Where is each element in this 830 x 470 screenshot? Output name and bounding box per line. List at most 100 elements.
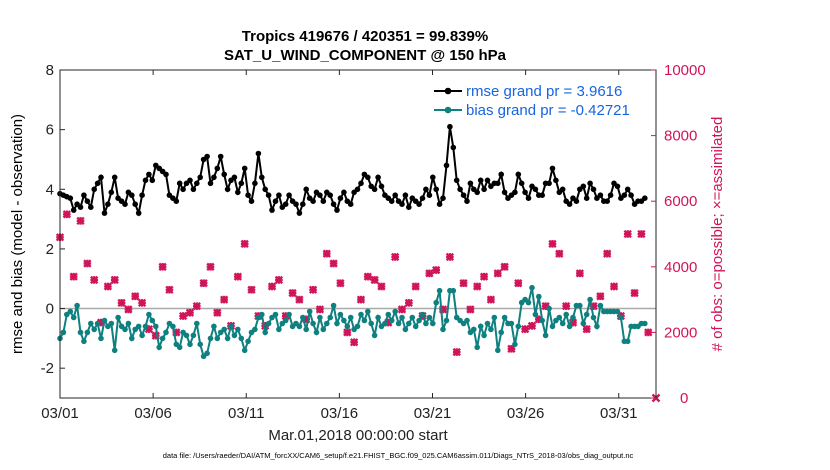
bias-point <box>194 320 200 327</box>
rmse-point <box>392 192 399 198</box>
rmse-point <box>108 189 115 196</box>
bias-point <box>471 326 477 333</box>
x-tick-label: 03/21 <box>414 405 452 422</box>
bias-point <box>142 323 149 330</box>
bias-point <box>221 326 227 333</box>
obs-assimilated-marker <box>391 252 400 262</box>
rmse-point <box>269 207 275 213</box>
obs-assimilated-marker <box>76 216 85 226</box>
bias-point <box>512 341 518 348</box>
rmse-point <box>91 186 97 193</box>
rmse-point <box>180 186 186 193</box>
rmse-point <box>310 198 316 204</box>
obs-assimilated-marker <box>459 279 468 288</box>
obs-assimilated-marker <box>110 275 119 285</box>
bias-point <box>388 317 395 324</box>
legend-rmse-marker <box>444 87 452 95</box>
bias-point <box>624 338 631 345</box>
bias-point <box>98 335 104 342</box>
bias-point <box>474 344 481 351</box>
rmse-point <box>241 165 248 172</box>
bias-point <box>170 323 176 330</box>
rmse-point <box>604 198 610 204</box>
rmse-point <box>84 198 91 204</box>
bias-point <box>108 320 115 327</box>
rmse-point <box>77 204 84 210</box>
rmse-point <box>132 201 138 207</box>
bias-point <box>409 314 416 321</box>
obs-assimilated-marker <box>308 285 318 294</box>
bias-point <box>542 332 549 339</box>
rmse-point <box>628 192 634 198</box>
obs-assimilated-marker <box>213 308 222 317</box>
rmse-point <box>546 180 552 187</box>
rmse-point <box>522 189 528 196</box>
rmse-point <box>327 192 334 198</box>
rmse-point <box>101 210 108 216</box>
bias-point <box>559 320 566 327</box>
rmse-series <box>57 123 648 217</box>
obs-assimilated-marker <box>520 324 530 334</box>
bias-point <box>183 332 190 339</box>
rmse-point <box>430 174 436 181</box>
x-axis-ticks: 03/01 03/06 03/11 03/16 03/21 03/26 03/31 <box>41 70 638 422</box>
rmse-point <box>406 204 412 210</box>
rmse-point <box>135 210 142 216</box>
bias-point <box>156 344 162 351</box>
y-axis-ticks: -2 0 2 4 6 8 <box>41 62 65 377</box>
obs-assimilated-marker <box>411 282 420 291</box>
rmse-point <box>67 195 74 201</box>
x-axis-label: Mar.01,2018 00:00:00 start <box>268 427 448 444</box>
rmse-point <box>573 198 580 204</box>
bias-point <box>532 311 539 318</box>
bias-point <box>245 338 251 345</box>
y-right-tick-label: 0 <box>680 390 688 407</box>
bias-point <box>406 320 412 327</box>
rmse-point <box>98 174 104 181</box>
bias-point <box>371 332 378 339</box>
obs-assimilated-marker <box>527 321 537 330</box>
obs-assimilated-marker <box>486 295 496 304</box>
x-tick-label: 03/11 <box>228 405 264 422</box>
rmse-point <box>532 186 539 193</box>
rmse-point <box>139 192 145 198</box>
bias-point <box>259 311 265 318</box>
bias-point <box>111 347 118 354</box>
rmse-point <box>477 177 484 184</box>
y-tick-label: 2 <box>46 241 54 258</box>
bias-series <box>57 284 648 360</box>
bias-point <box>382 320 388 327</box>
obs-assimilated-marker <box>185 308 195 317</box>
y-right-tick-label: 4000 <box>664 259 697 276</box>
legend-box <box>430 78 646 124</box>
rmse-point <box>211 174 217 181</box>
bias-point <box>115 314 121 321</box>
rmse-point <box>423 186 429 193</box>
obs-assimilated-marker <box>493 269 502 278</box>
bias-point <box>464 317 470 324</box>
bias-point <box>563 311 569 318</box>
rmse-point <box>341 189 347 196</box>
rmse-point <box>265 192 272 198</box>
bias-point <box>94 320 101 327</box>
rmse-point <box>559 186 566 193</box>
rmse-point <box>375 174 381 181</box>
rmse-point <box>163 171 169 178</box>
bias-point <box>501 314 508 321</box>
obs-assimilated-marker <box>83 259 92 268</box>
obs-assimilated-marker <box>609 282 619 291</box>
rmse-point <box>607 192 614 198</box>
bias-point <box>529 284 535 291</box>
bias-point <box>334 320 340 327</box>
bias-point <box>491 314 498 321</box>
rmse-point <box>293 201 299 207</box>
obs-assimilated-marker <box>445 252 455 262</box>
x-tick-label: 03/06 <box>134 405 172 422</box>
y-axis-label: rmse and bias (model - observation) <box>9 114 26 354</box>
obs-assimilated-marker <box>349 338 359 347</box>
rmse-point <box>286 192 292 198</box>
rmse-point <box>276 192 282 198</box>
bias-point <box>265 320 272 327</box>
obs-assimilated-marker <box>432 265 441 275</box>
rmse-point <box>539 192 545 198</box>
